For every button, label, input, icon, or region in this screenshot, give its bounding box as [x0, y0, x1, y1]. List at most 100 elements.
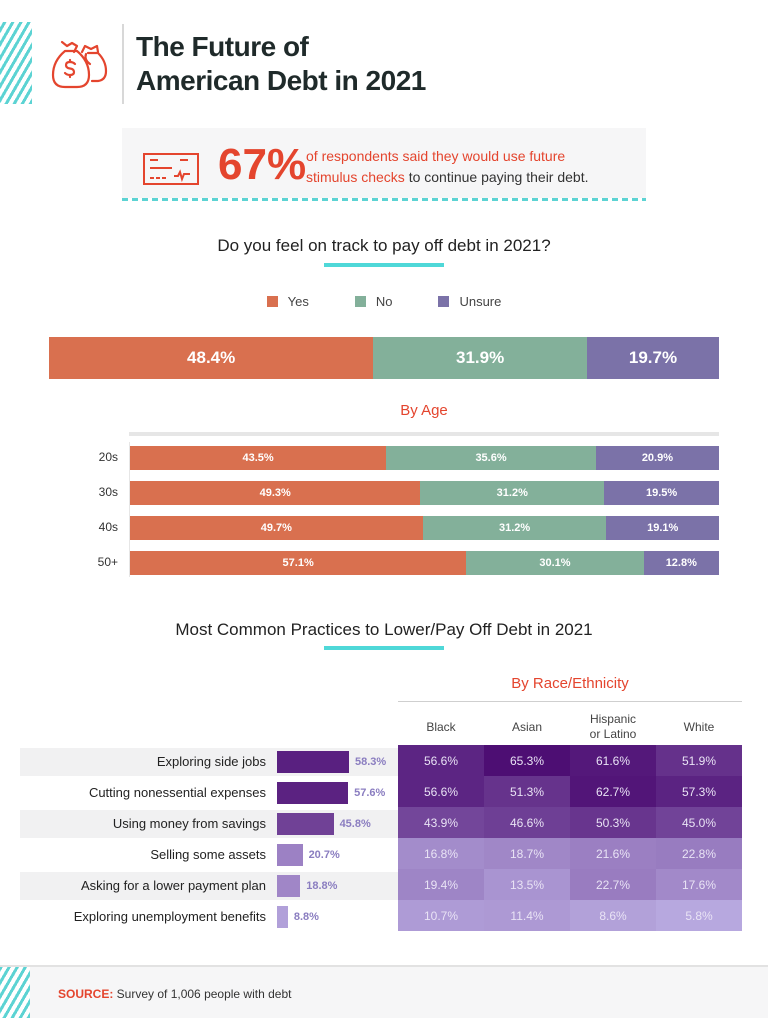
decorative-stripes	[0, 22, 32, 104]
title-line-2: American Debt in 2021	[136, 65, 426, 96]
age-bar-yes: 57.1%	[130, 551, 467, 575]
heatmap-cell: 62.7%	[570, 776, 656, 807]
legend-label-no: No	[375, 294, 393, 309]
practice-label: Selling some assets	[150, 847, 266, 862]
heatmap-cell: 65.3%	[484, 745, 570, 776]
footer	[0, 967, 768, 1018]
overall-bar-yes: 48.4%	[49, 337, 374, 379]
heatmap-cell: 5.8%	[656, 900, 742, 931]
callout-text: of respondents said they would use futur…	[306, 146, 589, 188]
callout-rest: to continue paying their debt.	[404, 169, 589, 185]
heatmap-column-header: Black	[426, 719, 456, 734]
source-label: SOURCE:	[58, 987, 114, 1001]
heatmap-cell: 57.3%	[656, 776, 742, 807]
callout-divider	[122, 198, 646, 201]
age-bar-unsure: 19.5%	[604, 481, 719, 505]
legend-item-yes: Yes	[266, 294, 309, 309]
age-bar-row: 49.3% 31.2% 19.5%	[130, 481, 719, 505]
stat-callout	[122, 128, 646, 198]
title-divider	[122, 24, 124, 104]
age-bar-row: 43.5% 35.6% 20.9%	[130, 446, 719, 470]
age-bar-no: 35.6%	[386, 446, 596, 470]
age-label: 20s	[98, 450, 118, 464]
legend-label-yes: Yes	[287, 294, 309, 309]
question-underline	[324, 263, 444, 267]
age-chart-topline	[129, 432, 719, 436]
age-bar-no: 31.2%	[422, 516, 607, 540]
age-bar-yes: 43.5%	[130, 446, 387, 470]
heatmap-cell: 13.5%	[484, 869, 570, 900]
heatmap-cell: 45.0%	[656, 807, 742, 838]
practice-bar	[277, 844, 303, 866]
practice-bar	[277, 906, 288, 928]
check-icon	[143, 153, 199, 185]
heatmap-cell: 46.6%	[484, 807, 570, 838]
age-bar-row: 49.7% 31.2% 19.1%	[130, 516, 719, 540]
decorative-stripes-footer	[0, 967, 30, 1018]
practice-label: Using money from savings	[112, 816, 266, 831]
heatmap-cell: 8.6%	[570, 900, 656, 931]
heatmap-column-header: Hispanic or Latino	[589, 712, 637, 741]
practice-value: 18.8%	[306, 880, 338, 892]
practice-row: Using money from savings 45.8%	[20, 810, 398, 838]
practice-row: Asking for a lower payment plan 18.8%	[20, 872, 398, 900]
heatmap-cell: 56.6%	[398, 745, 484, 776]
age-bar-row: 57.1% 30.1% 12.8%	[130, 551, 719, 575]
age-bar-unsure: 19.1%	[606, 516, 719, 540]
heatmap-cell: 16.8%	[398, 838, 484, 869]
heatmap-column-header: Asian	[511, 719, 543, 734]
heatmap-cell: 51.9%	[656, 745, 742, 776]
heatmap-cell: 18.7%	[484, 838, 570, 869]
legend-item-unsure: Unsure	[438, 294, 501, 309]
age-chart-axis	[129, 442, 130, 577]
practices-underline	[324, 646, 444, 650]
practice-label: Cutting nonessential expenses	[88, 785, 266, 800]
age-label: 50+	[97, 555, 118, 569]
practice-label: Asking for a lower payment plan	[81, 878, 266, 893]
heatmap-cell: 19.4%	[398, 869, 484, 900]
practice-value: 57.6%	[354, 787, 386, 799]
overall-bar-no: 31.9%	[373, 337, 587, 379]
practice-value: 58.3%	[355, 756, 387, 768]
practice-value: 20.7%	[308, 849, 340, 861]
legend-label-unsure: Unsure	[459, 294, 502, 309]
callout-highlight: stimulus checks	[306, 169, 405, 185]
question-title: Do you feel on track to pay off debt in …	[217, 236, 551, 255]
overall-bar-unsure: 19.7%	[586, 337, 719, 379]
age-bar-unsure: 20.9%	[595, 446, 719, 470]
practice-row: Cutting nonessential expenses 57.6%	[20, 779, 398, 807]
heatmap-cell: 11.4%	[484, 900, 570, 931]
practice-bar	[277, 782, 349, 804]
heatmap-cell: 17.6%	[656, 869, 742, 900]
heatmap-cell: 22.8%	[656, 838, 742, 869]
heatmap-cell: 43.9%	[398, 807, 484, 838]
legend-item-no: No	[354, 294, 393, 309]
practice-row: Exploring side jobs 58.3%	[20, 748, 398, 776]
heatmap-cell: 61.6%	[570, 745, 656, 776]
money-bags-icon	[51, 40, 108, 89]
heatmap-cell: 10.7%	[398, 900, 484, 931]
age-bar-no: 30.1%	[466, 551, 644, 575]
legend-swatch-no	[354, 296, 366, 307]
heatmap-cell: 21.6%	[570, 838, 656, 869]
heatmap-cell: 56.6%	[398, 776, 484, 807]
practice-bar	[277, 751, 349, 773]
heatmap-column-header: White	[683, 719, 715, 734]
overall-stacked-bar: 48.4% 31.9% 19.7%	[49, 337, 719, 379]
age-bar-no: 31.2%	[420, 481, 605, 505]
age-bar-unsure: 12.8%	[643, 551, 719, 575]
page-title: The Future of American Debt in 2021	[136, 30, 426, 98]
practices-title: Most Common Practices to Lower/Pay Off D…	[175, 620, 593, 639]
race-title: By Race/Ethnicity	[511, 675, 629, 692]
race-title-rule	[398, 701, 742, 702]
by-age-title: By Age	[400, 402, 448, 419]
practice-label: Exploring side jobs	[156, 754, 266, 769]
heatmap-cell: 50.3%	[570, 807, 656, 838]
practice-row: Exploring unemployment benefits 8.8%	[20, 903, 398, 931]
age-label: 40s	[98, 520, 118, 534]
practice-value: 8.8%	[293, 911, 319, 923]
practice-bar	[277, 875, 301, 897]
heatmap-cell: 22.7%	[570, 869, 656, 900]
legend-swatch-unsure	[438, 296, 450, 307]
callout-percent: 67%	[218, 140, 307, 189]
